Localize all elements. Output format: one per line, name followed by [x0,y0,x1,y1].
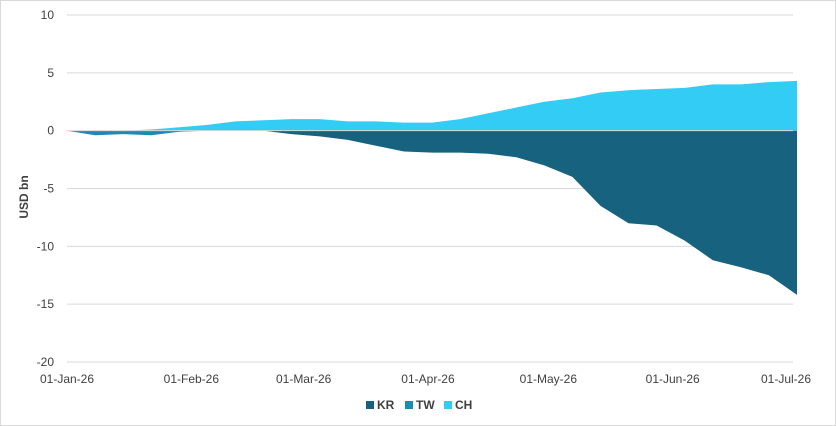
legend-swatch-kr [366,401,374,409]
x-tick-labels: 01-Jan-26 01-Feb-26 01-Mar-26 01-Apr-26 01-M… [40,372,811,386]
y-tick-labels: 10 5 0 -5 -10 -15 -20 [37,8,55,369]
area-ch [67,80,797,131]
legend-swatch-tw [405,401,413,409]
legend-label-kr: KR [377,398,395,412]
grid-lines [67,14,793,363]
y-tick-6: -20 [37,355,55,369]
area-kr [67,130,797,295]
legend-swatch-ch [444,401,452,409]
x-tick-3: 01-Apr-26 [401,372,455,386]
y-tick-0: 10 [41,8,55,22]
legend: KR TW CH [366,398,472,412]
x-tick-2: 01-Mar-26 [276,372,332,386]
x-tick-5: 01-Jun-26 [646,372,700,386]
legend-label-ch: CH [455,398,472,412]
x-tick-1: 01-Feb-26 [164,372,220,386]
y-tick-4: -10 [37,239,55,253]
series-areas [67,80,797,295]
x-tick-4: 01-May-26 [520,372,578,386]
y-axis-label: USD bn [17,175,31,218]
x-tick-0: 01-Jan-26 [40,372,94,386]
y-tick-3: -5 [43,182,54,196]
legend-label-tw: TW [416,398,435,412]
x-tick-6: 01-Jul-26 [761,372,811,386]
y-tick-5: -15 [37,297,55,311]
y-tick-1: 5 [47,66,54,80]
y-tick-2: 0 [47,124,54,138]
